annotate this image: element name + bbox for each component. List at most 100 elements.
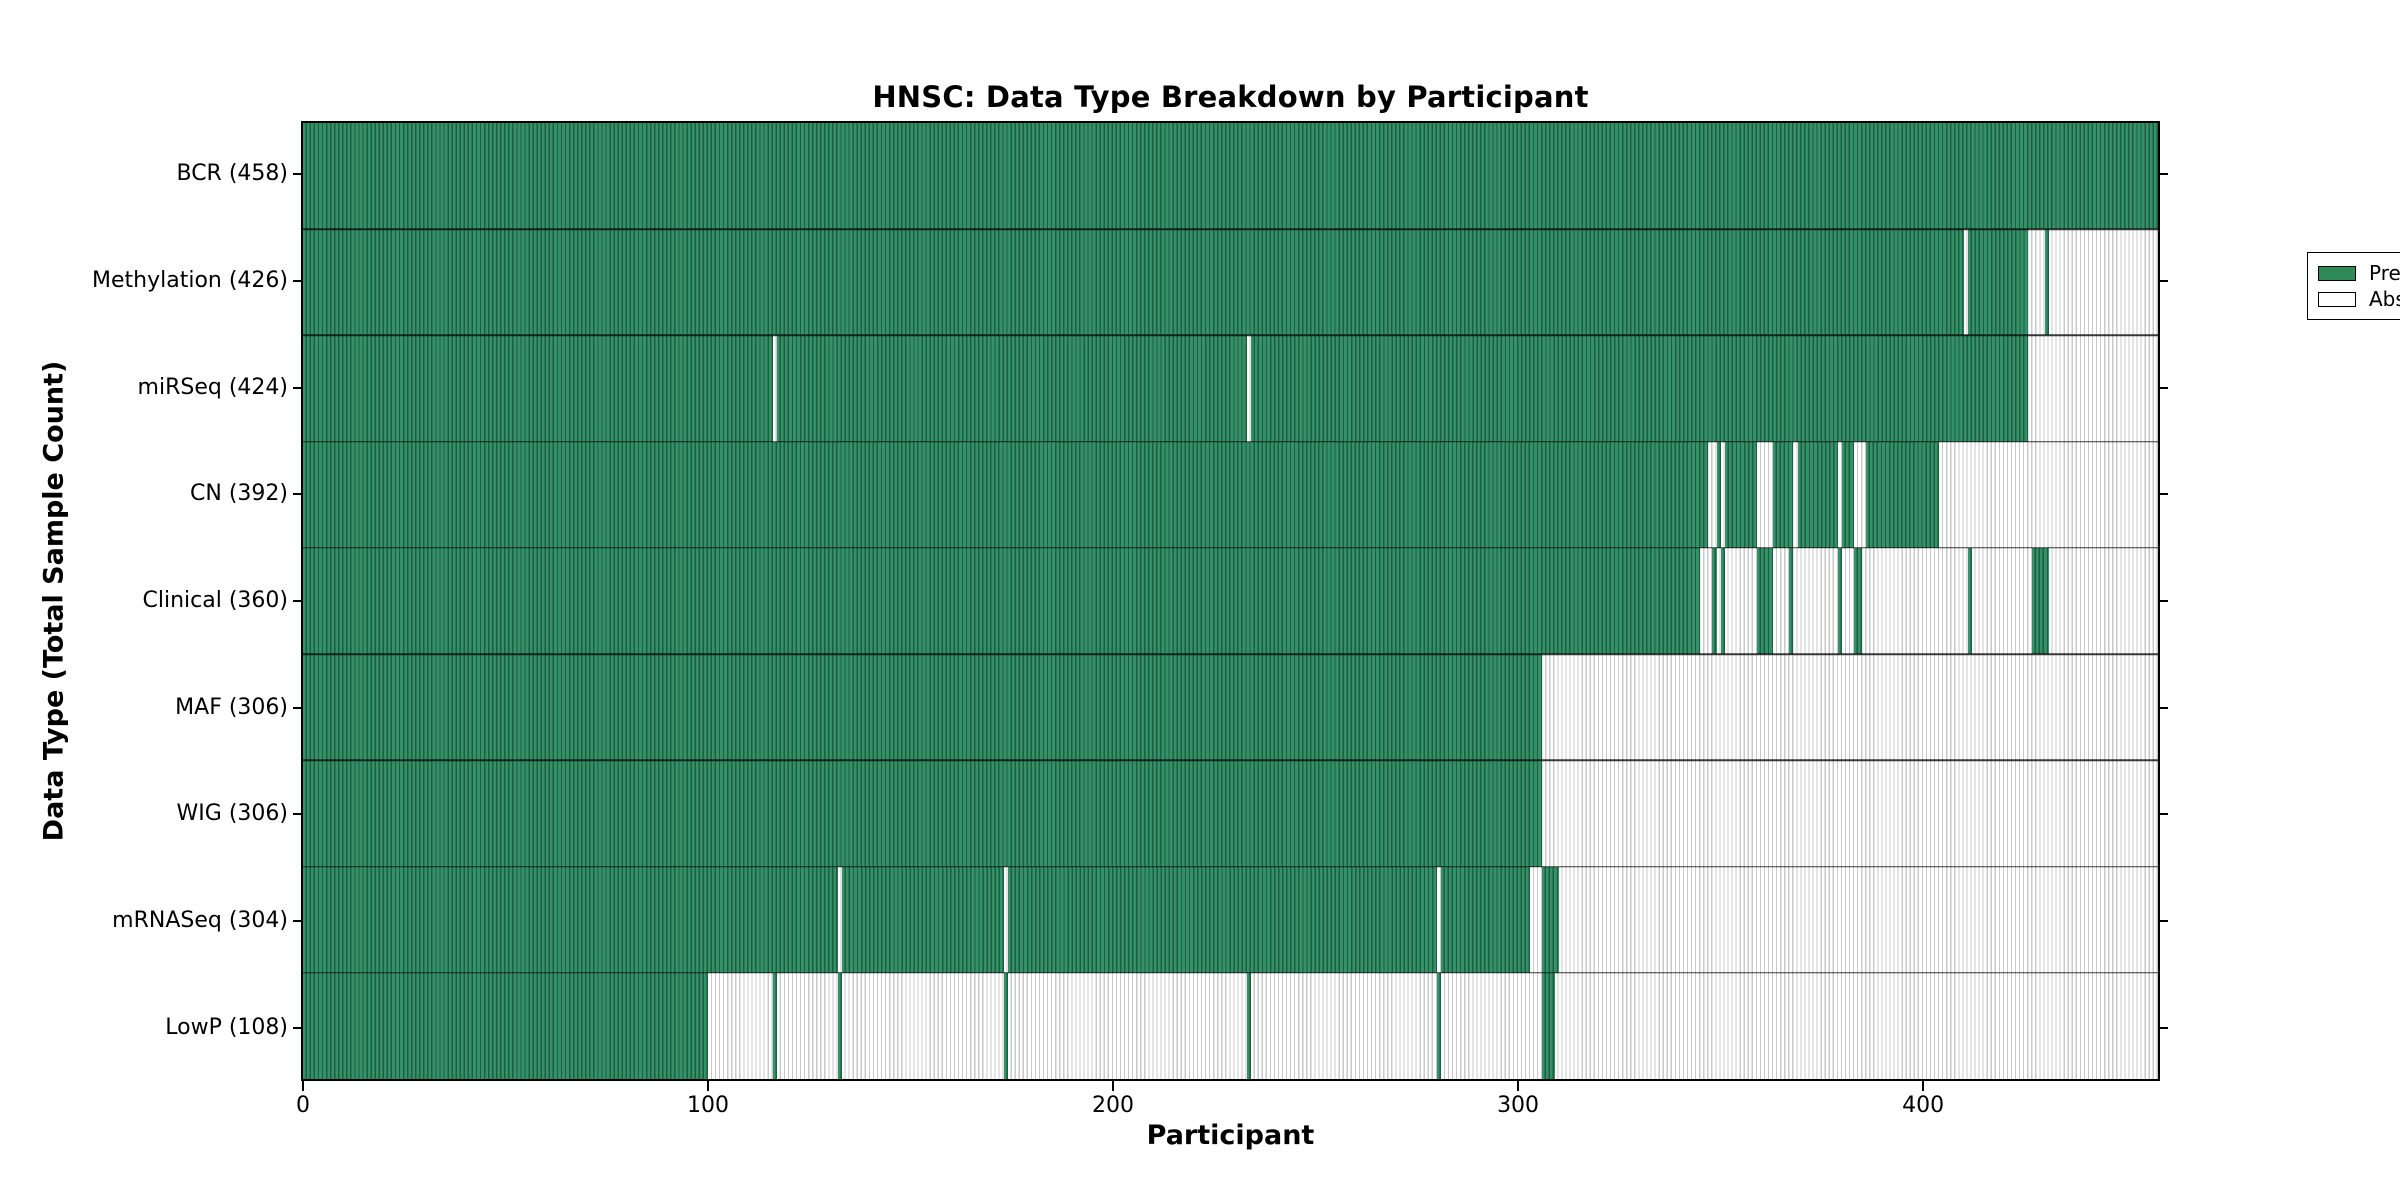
x-tick-label: 0 <box>296 1093 310 1118</box>
present-segment <box>303 441 1709 548</box>
y-tick-label-LowP: LowP (108) <box>165 1014 288 1040</box>
y-tick-label-WIG: WIG (306) <box>176 801 288 827</box>
present-segment <box>1712 547 1717 655</box>
x-tick-mark <box>707 1081 710 1091</box>
x-tick-label: 300 <box>1497 1093 1540 1118</box>
y-tick-mark-left <box>293 280 301 282</box>
y-tick-label-Clinical: Clinical (360) <box>142 588 288 613</box>
y-tick-mark-right <box>2160 173 2168 176</box>
y-tick-mark-right <box>2160 1026 2168 1029</box>
present-segment <box>303 123 2158 230</box>
plot-area: Present Absent <box>301 121 2400 1081</box>
present-segment <box>1003 972 1008 1079</box>
present-segment <box>776 335 1247 442</box>
y-tick-mark-right <box>2160 813 2168 816</box>
row-separator <box>303 547 2158 549</box>
row-MAF <box>303 654 2158 761</box>
legend-label-absent: Absent <box>2369 287 2400 311</box>
present-swatch <box>2318 265 2356 281</box>
present-segment <box>1842 441 1855 548</box>
row-mRNASeq <box>303 866 2158 973</box>
row-separator <box>303 972 2158 974</box>
x-tick-mark <box>1922 1081 1925 1091</box>
present-segment <box>303 972 709 1079</box>
y-tick-mark-left <box>293 386 301 389</box>
x-tick-mark <box>1517 1081 1520 1091</box>
present-segment <box>837 972 842 1079</box>
y-tick-mark-right <box>2160 386 2168 389</box>
y-tick-mark-right <box>2160 920 2168 922</box>
x-axis-title: Participant <box>1146 1120 1315 1151</box>
y-tick-mark-right <box>2160 493 2168 496</box>
present-segment <box>1542 866 1559 973</box>
present-segment <box>2044 229 2049 336</box>
present-segment <box>1250 335 2029 442</box>
row-LowP <box>303 972 2158 1079</box>
present-segment <box>303 760 1543 867</box>
y-tick-label-CN: CN (392) <box>190 481 288 507</box>
present-segment <box>1437 972 1442 1079</box>
present-segment <box>1838 547 1843 655</box>
y-tick-mark-right <box>2160 706 2168 709</box>
y-tick-mark-left <box>293 493 301 496</box>
y-tick-mark-right <box>2160 600 2168 602</box>
y-tick-mark-left <box>293 706 301 709</box>
y-tick-label-miRSeq: miRSeq (424) <box>137 374 288 400</box>
present-segment <box>1246 972 1251 1079</box>
present-segment <box>1720 547 1725 655</box>
present-segment <box>1789 547 1794 655</box>
y-tick-mark-left <box>293 600 301 602</box>
y-tick-mark-left <box>293 173 301 176</box>
y-tick-label-Methylation: Methylation (426) <box>92 268 288 293</box>
present-segment <box>303 866 838 973</box>
row-Clinical <box>303 547 2158 655</box>
absent-swatch <box>2318 291 2356 307</box>
y-tick-label-MAF: MAF (306) <box>175 694 288 720</box>
present-segment <box>1773 441 1794 548</box>
x-tick-label: 100 <box>687 1093 730 1118</box>
row-separator <box>303 865 2158 868</box>
present-segment <box>1757 547 1774 655</box>
row-separator <box>303 759 2158 762</box>
row-miRSeq <box>303 335 2158 442</box>
present-segment <box>1724 441 1758 548</box>
present-segment <box>1866 441 1940 548</box>
present-segment <box>1967 229 2029 336</box>
present-segment <box>841 866 1004 973</box>
x-tick-label: 400 <box>1902 1093 1945 1118</box>
row-CN <box>303 441 2158 548</box>
present-segment <box>1441 866 1531 973</box>
y-tick-mark-left <box>293 920 301 922</box>
y-tick-mark-right <box>2160 280 2168 282</box>
present-segment <box>772 972 777 1079</box>
row-BCR <box>303 123 2158 230</box>
y-tick-label-mRNASeq: mRNASeq (304) <box>112 908 288 933</box>
y-tick-label-BCR: BCR (458) <box>176 161 288 187</box>
present-segment <box>303 547 1701 655</box>
present-segment <box>1716 441 1721 548</box>
present-segment <box>2032 547 2049 655</box>
y-tick-mark-left <box>293 813 301 816</box>
row-WIG <box>303 760 2158 867</box>
legend-label-present: Present <box>2369 261 2400 285</box>
present-segment <box>303 654 1543 761</box>
y-tick-mark-left <box>293 1026 301 1029</box>
present-segment <box>303 335 773 442</box>
present-segment <box>1967 547 1972 655</box>
row-separator <box>303 440 2158 443</box>
row-Methylation <box>303 229 2158 336</box>
legend: Present Absent <box>2307 252 2400 320</box>
present-segment <box>1797 441 1839 548</box>
x-tick-label: 200 <box>1092 1093 1135 1118</box>
present-segment <box>303 229 1964 336</box>
present-segment <box>1542 972 1555 1079</box>
row-separator <box>303 228 2158 230</box>
row-separator <box>303 334 2158 337</box>
row-separator <box>303 653 2158 655</box>
x-tick-mark <box>302 1081 304 1091</box>
chart-title: HNSC: Data Type Breakdown by Participant <box>872 80 1589 114</box>
legend-entry-present: Present <box>2318 260 2400 286</box>
present-segment <box>1007 866 1438 973</box>
present-segment <box>1854 547 1863 655</box>
